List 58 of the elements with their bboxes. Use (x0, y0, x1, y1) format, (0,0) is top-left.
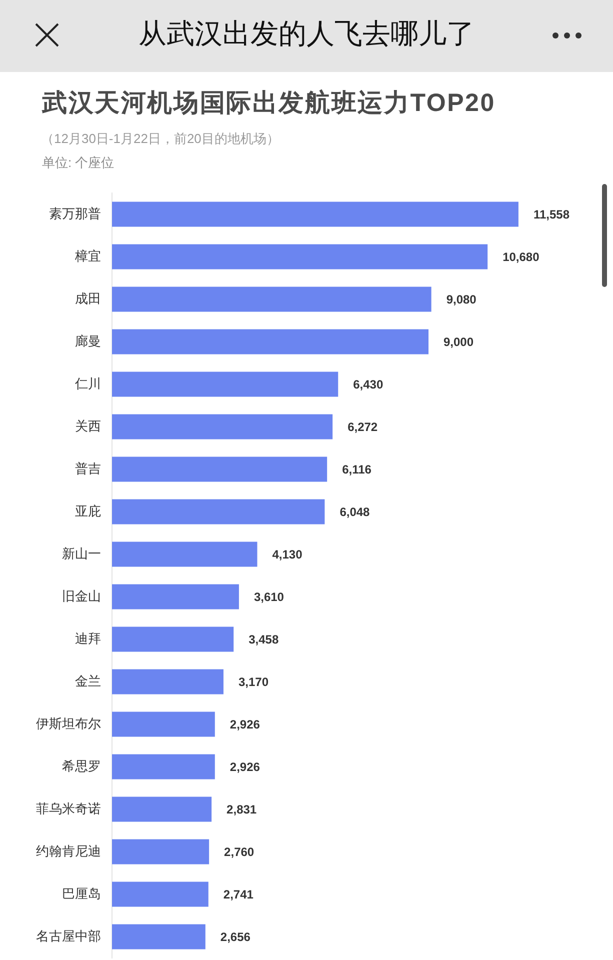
data-label: 3,458 (248, 632, 279, 647)
y-tick-label: 亚庇 (75, 503, 101, 518)
bar (112, 882, 208, 907)
data-label: 6,048 (340, 505, 370, 520)
bar (112, 924, 206, 950)
data-label: 6,116 (342, 462, 372, 477)
bar (112, 796, 212, 822)
bar (112, 712, 215, 737)
data-label: 3,610 (254, 590, 284, 604)
data-label: 2,926 (230, 760, 260, 774)
y-tick-label: 希思罗 (62, 758, 101, 774)
bar (112, 754, 215, 780)
data-label: 9,000 (444, 335, 474, 350)
data-label: 2,656 (220, 930, 251, 944)
y-tick-label: 旧金山 (62, 588, 101, 604)
text: 单位: 个座位 (42, 154, 114, 171)
data-label: 10,680 (502, 250, 540, 264)
y-tick-label: 樟宜 (74, 248, 101, 264)
bar (112, 372, 338, 397)
data-label: 3,170 (238, 675, 269, 690)
chart-title: 武汉天河机场国际出发航班运力TOP20 (42, 88, 496, 118)
y-tick-label: 名古屋中部 (36, 928, 101, 944)
chart-subtitle: （12月30日-1月22日，前20目的地机场） (41, 130, 280, 147)
y-tick-label: 菲乌米奇诺 (36, 800, 101, 816)
y-tick-label: 普吉 (75, 460, 101, 476)
data-label: 6,430 (353, 378, 384, 392)
bar (112, 584, 239, 610)
y-tick-label: 仁川 (74, 376, 101, 391)
bar (112, 244, 488, 270)
y-tick-label: 成田 (75, 290, 101, 306)
bar (112, 329, 428, 354)
data-label: 11,558 (533, 208, 570, 222)
y-tick-label: 关西 (75, 418, 101, 434)
bar (112, 626, 234, 652)
y-tick-label: 金兰 (75, 673, 101, 688)
bar (112, 669, 224, 694)
data-label: 2,831 (226, 802, 257, 817)
y-tick-label: 伊斯坦布尔 (36, 716, 101, 731)
data-label: 2,760 (224, 845, 254, 860)
bar (112, 414, 333, 440)
data-label: 9,080 (446, 292, 477, 307)
bar (112, 542, 258, 567)
bar (112, 499, 325, 524)
data-label: 4,130 (272, 548, 303, 562)
y-tick-label: 迪拜 (75, 630, 101, 646)
y-tick-label: 素万那普 (49, 206, 101, 221)
data-label: 6,272 (348, 420, 378, 434)
data-label: 2,741 (223, 888, 254, 902)
bar (112, 202, 518, 227)
data-label: 2,926 (230, 718, 260, 732)
bar (112, 286, 432, 312)
text: 从武汉出发的人飞去哪儿了 (138, 17, 476, 51)
bar (112, 839, 210, 864)
y-tick-label: 约翰肯尼迪 (36, 843, 101, 858)
y-tick-label: 巴厘岛 (62, 886, 101, 901)
bar (112, 456, 328, 482)
y-tick-label: 廊曼 (75, 333, 101, 348)
y-tick-label: 新山一 (62, 546, 101, 561)
